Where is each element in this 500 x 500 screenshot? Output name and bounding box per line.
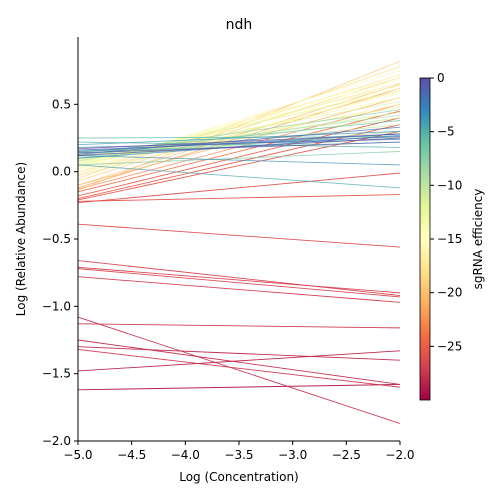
series-line	[77, 276, 401, 303]
y-tick-label: 0.0	[52, 165, 71, 179]
series-line	[77, 90, 401, 177]
x-tick-label: −4.0	[171, 448, 200, 462]
series-line	[77, 346, 401, 361]
series-line	[77, 155, 401, 166]
series-line	[77, 223, 401, 248]
colorbar-tick-label: 0	[437, 71, 445, 85]
series-line	[77, 323, 401, 329]
colorbar-tick-label: −5	[437, 125, 455, 139]
y-axis-label: Log (Relative Abundance)	[14, 162, 28, 316]
colorbar-tick-label: −20	[437, 286, 462, 300]
colorbar-ticks: 0 −5 −10 −15 −20 −25	[430, 71, 462, 353]
colorbar-tick-label: −25	[437, 339, 462, 353]
x-tick-label: −4.5	[117, 448, 146, 462]
x-ticks: −5.0 −4.5 −4.0 −3.5 −3.0 −2.5 −2.0	[63, 441, 415, 462]
series-line	[77, 194, 401, 202]
series-line	[77, 172, 401, 204]
series-line	[77, 66, 401, 179]
series-line	[77, 151, 401, 166]
series-line	[77, 137, 401, 156]
series-line	[77, 350, 401, 372]
x-axis-label: Log (Concentration)	[179, 470, 299, 484]
y-tick-label: −1.0	[42, 299, 71, 313]
y-ticks: −2.0 −1.5 −1.0 −0.5 0.0 0.5	[42, 97, 78, 448]
colorbar-label: sgRNA efficiency	[471, 189, 485, 290]
colorbar-tick-label: −10	[437, 178, 462, 192]
series-line	[77, 383, 401, 391]
series-line	[77, 133, 401, 150]
series-lines	[77, 60, 401, 424]
series-line	[77, 141, 401, 154]
x-tick-label: −2.0	[385, 448, 414, 462]
chart-title: ndh	[226, 17, 253, 33]
series-line	[77, 348, 401, 388]
series-line	[77, 266, 401, 294]
x-tick-label: −5.0	[63, 448, 92, 462]
series-line	[77, 130, 401, 146]
x-tick-label: −2.5	[332, 448, 361, 462]
colorbar-gradient	[419, 77, 431, 401]
y-tick-label: 0.5	[52, 97, 71, 111]
series-line	[77, 260, 401, 297]
series-line	[77, 339, 401, 385]
series-line	[77, 268, 401, 298]
series-line	[77, 117, 401, 197]
series-line	[77, 126, 401, 155]
y-tick-label: −2.0	[42, 434, 71, 448]
series-line	[77, 60, 401, 191]
series-line	[77, 130, 401, 201]
y-tick-label: −0.5	[42, 232, 71, 246]
series-line	[77, 136, 401, 151]
colorbar: 0 −5 −10 −15 −20 −25 sgRNA efficiency	[419, 71, 485, 401]
x-tick-label: −3.5	[224, 448, 253, 462]
x-tick-label: −3.0	[278, 448, 307, 462]
series-line	[77, 164, 401, 189]
series-line	[77, 83, 401, 186]
series-line	[77, 316, 401, 424]
y-tick-label: −1.5	[42, 367, 71, 381]
colorbar-tick-label: −15	[437, 232, 462, 246]
